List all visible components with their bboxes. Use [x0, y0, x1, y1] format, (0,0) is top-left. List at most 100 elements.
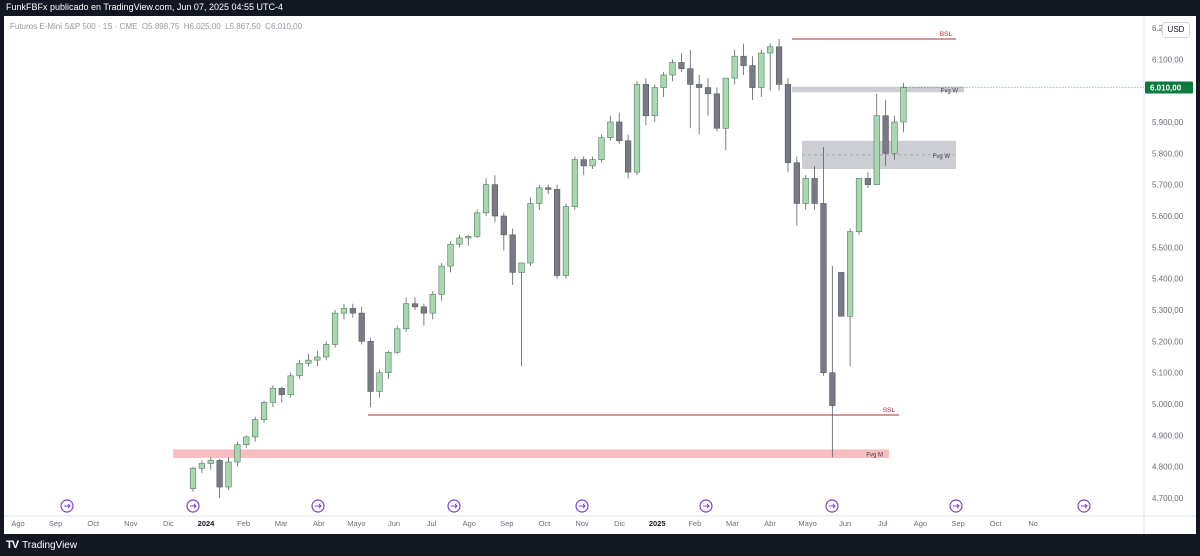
candle[interactable] — [518, 262, 525, 273]
candle[interactable] — [305, 359, 312, 364]
candle[interactable] — [358, 312, 365, 342]
candle[interactable] — [340, 308, 348, 314]
candle[interactable] — [456, 237, 463, 245]
chart-panel[interactable]: 6.200,006.100,005.900,005.800,005.700,00… — [4, 16, 1196, 534]
price-tick-label: 5.300,00 — [1152, 306, 1184, 315]
candle[interactable] — [225, 461, 232, 488]
candle[interactable] — [696, 84, 703, 88]
time-tick-label: Nov — [575, 519, 589, 528]
time-tick-label: Oct — [539, 519, 552, 528]
candle[interactable] — [571, 159, 578, 207]
candle[interactable] — [216, 460, 223, 488]
candle[interactable] — [802, 178, 809, 204]
time-tick-label: Ago — [11, 519, 24, 528]
currency-button[interactable]: USD — [1162, 22, 1190, 38]
candle[interactable] — [900, 87, 907, 123]
candle[interactable] — [474, 212, 481, 237]
candle[interactable] — [376, 372, 383, 392]
candle[interactable] — [278, 388, 285, 395]
candle[interactable] — [864, 178, 871, 185]
candle[interactable] — [829, 372, 836, 406]
time-tick-label: Sep — [500, 519, 513, 528]
candle[interactable] — [260, 402, 268, 420]
candle[interactable] — [722, 77, 729, 129]
candle[interactable] — [598, 137, 605, 160]
candle[interactable] — [775, 46, 783, 85]
candle[interactable] — [873, 115, 880, 185]
price-tick-label: 6.100,00 — [1152, 55, 1184, 64]
candle[interactable] — [314, 356, 321, 361]
candle[interactable] — [287, 375, 294, 395]
candle[interactable] — [704, 87, 712, 95]
candle[interactable] — [562, 206, 570, 276]
arrow-icon — [64, 503, 71, 509]
candle[interactable] — [651, 87, 658, 117]
candle[interactable] — [482, 184, 490, 214]
zone-label: Fvg W — [941, 88, 959, 94]
candle[interactable] — [500, 215, 507, 236]
candle[interactable] — [749, 65, 756, 88]
candle[interactable] — [252, 419, 259, 438]
candle[interactable] — [687, 68, 694, 85]
candle[interactable] — [491, 184, 499, 217]
candle[interactable] — [269, 388, 277, 403]
candle[interactable] — [553, 189, 561, 276]
candle[interactable] — [607, 121, 614, 138]
candle[interactable] — [855, 178, 863, 232]
liquidity-label: BSL — [940, 31, 953, 38]
candle[interactable] — [296, 362, 303, 377]
candle[interactable] — [331, 312, 339, 345]
candle[interactable] — [465, 236, 472, 239]
time-tick-label: Jun — [388, 519, 400, 528]
candle[interactable] — [243, 436, 250, 446]
candle[interactable] — [234, 444, 241, 463]
candle[interactable] — [509, 234, 516, 273]
candle[interactable] — [616, 121, 623, 142]
time-tick-label: Oct — [87, 519, 100, 528]
candle[interactable] — [536, 187, 543, 204]
candle[interactable] — [580, 159, 587, 167]
candle[interactable] — [642, 84, 649, 117]
candle[interactable] — [207, 460, 214, 464]
candle[interactable] — [847, 231, 854, 317]
candle[interactable] — [660, 74, 667, 88]
candle[interactable] — [403, 303, 410, 330]
candle[interactable] — [731, 55, 738, 79]
candle[interactable] — [678, 62, 685, 70]
candle[interactable] — [420, 306, 427, 314]
candle[interactable] — [394, 328, 401, 353]
candle[interactable] — [323, 344, 330, 358]
candle[interactable] — [891, 121, 898, 154]
candle[interactable] — [385, 351, 392, 373]
candle[interactable] — [740, 55, 747, 66]
candle[interactable] — [527, 203, 534, 264]
candle[interactable] — [882, 115, 889, 154]
candle[interactable] — [784, 84, 792, 164]
candlestick-chart[interactable]: 6.200,006.100,005.900,005.800,005.700,00… — [4, 16, 1196, 534]
high-value: 6.025,00 — [189, 22, 221, 31]
candle[interactable] — [189, 467, 197, 489]
candle[interactable] — [633, 84, 641, 173]
tradingview-brand: TV TradingView — [6, 539, 77, 551]
candle[interactable] — [758, 52, 765, 88]
candle[interactable] — [367, 341, 374, 392]
candle[interactable] — [669, 62, 676, 76]
candle[interactable] — [767, 46, 774, 54]
zone-label: Fvg W — [933, 154, 951, 160]
candle[interactable] — [713, 93, 721, 129]
time-tick-label: Dic — [614, 519, 625, 528]
candle[interactable] — [820, 203, 827, 373]
candle[interactable] — [198, 463, 205, 469]
candle[interactable] — [811, 178, 818, 204]
candle[interactable] — [625, 140, 632, 173]
candle[interactable] — [838, 272, 845, 317]
candle[interactable] — [349, 308, 356, 314]
candle[interactable] — [429, 294, 436, 314]
candle[interactable] — [411, 303, 419, 308]
candle[interactable] — [793, 162, 800, 204]
candle[interactable] — [545, 187, 552, 190]
candle[interactable] — [447, 243, 454, 267]
candle[interactable] — [438, 265, 445, 295]
high-label: H — [183, 22, 190, 31]
candle[interactable] — [589, 159, 596, 167]
